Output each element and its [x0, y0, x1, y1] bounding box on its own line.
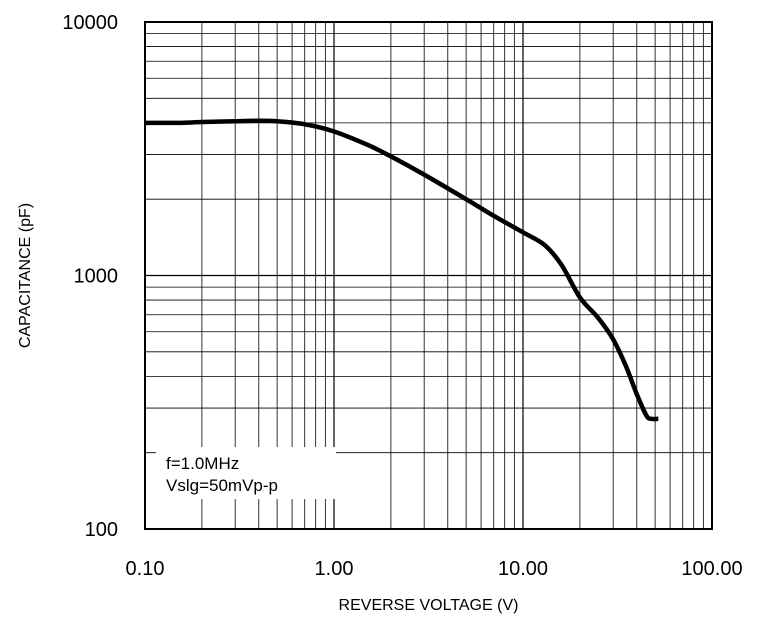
annotation-frequency: f=1.0MHz — [166, 454, 239, 473]
tick-labels: 0.10 1.00 10.00 100.00 100 1000 10000 — [62, 12, 742, 580]
y-axis-title: CAPACITANCE (pF) — [17, 203, 34, 348]
series-line-0 — [144, 118, 659, 422]
x-axis-title: REVERSE VOLTAGE (V) — [339, 597, 519, 614]
y-tick-label: 1000 — [74, 266, 119, 288]
annotation-background — [156, 447, 336, 499]
x-tick-label: 1.00 — [315, 558, 354, 580]
y-tick-label: 10000 — [62, 12, 118, 34]
x-tick-label: 100.00 — [681, 558, 742, 580]
y-tick-label: 100 — [85, 519, 118, 541]
annotation-signal-level: Vslg=50mVp-p — [166, 476, 278, 495]
annotation-box: f=1.0MHz Vslg=50mVp-p — [156, 447, 336, 499]
x-tick-label: 0.10 — [126, 558, 165, 580]
grid — [145, 22, 712, 529]
plot-frame — [144, 21, 713, 530]
x-tick-label: 10.00 — [498, 558, 548, 580]
series — [144, 118, 659, 422]
